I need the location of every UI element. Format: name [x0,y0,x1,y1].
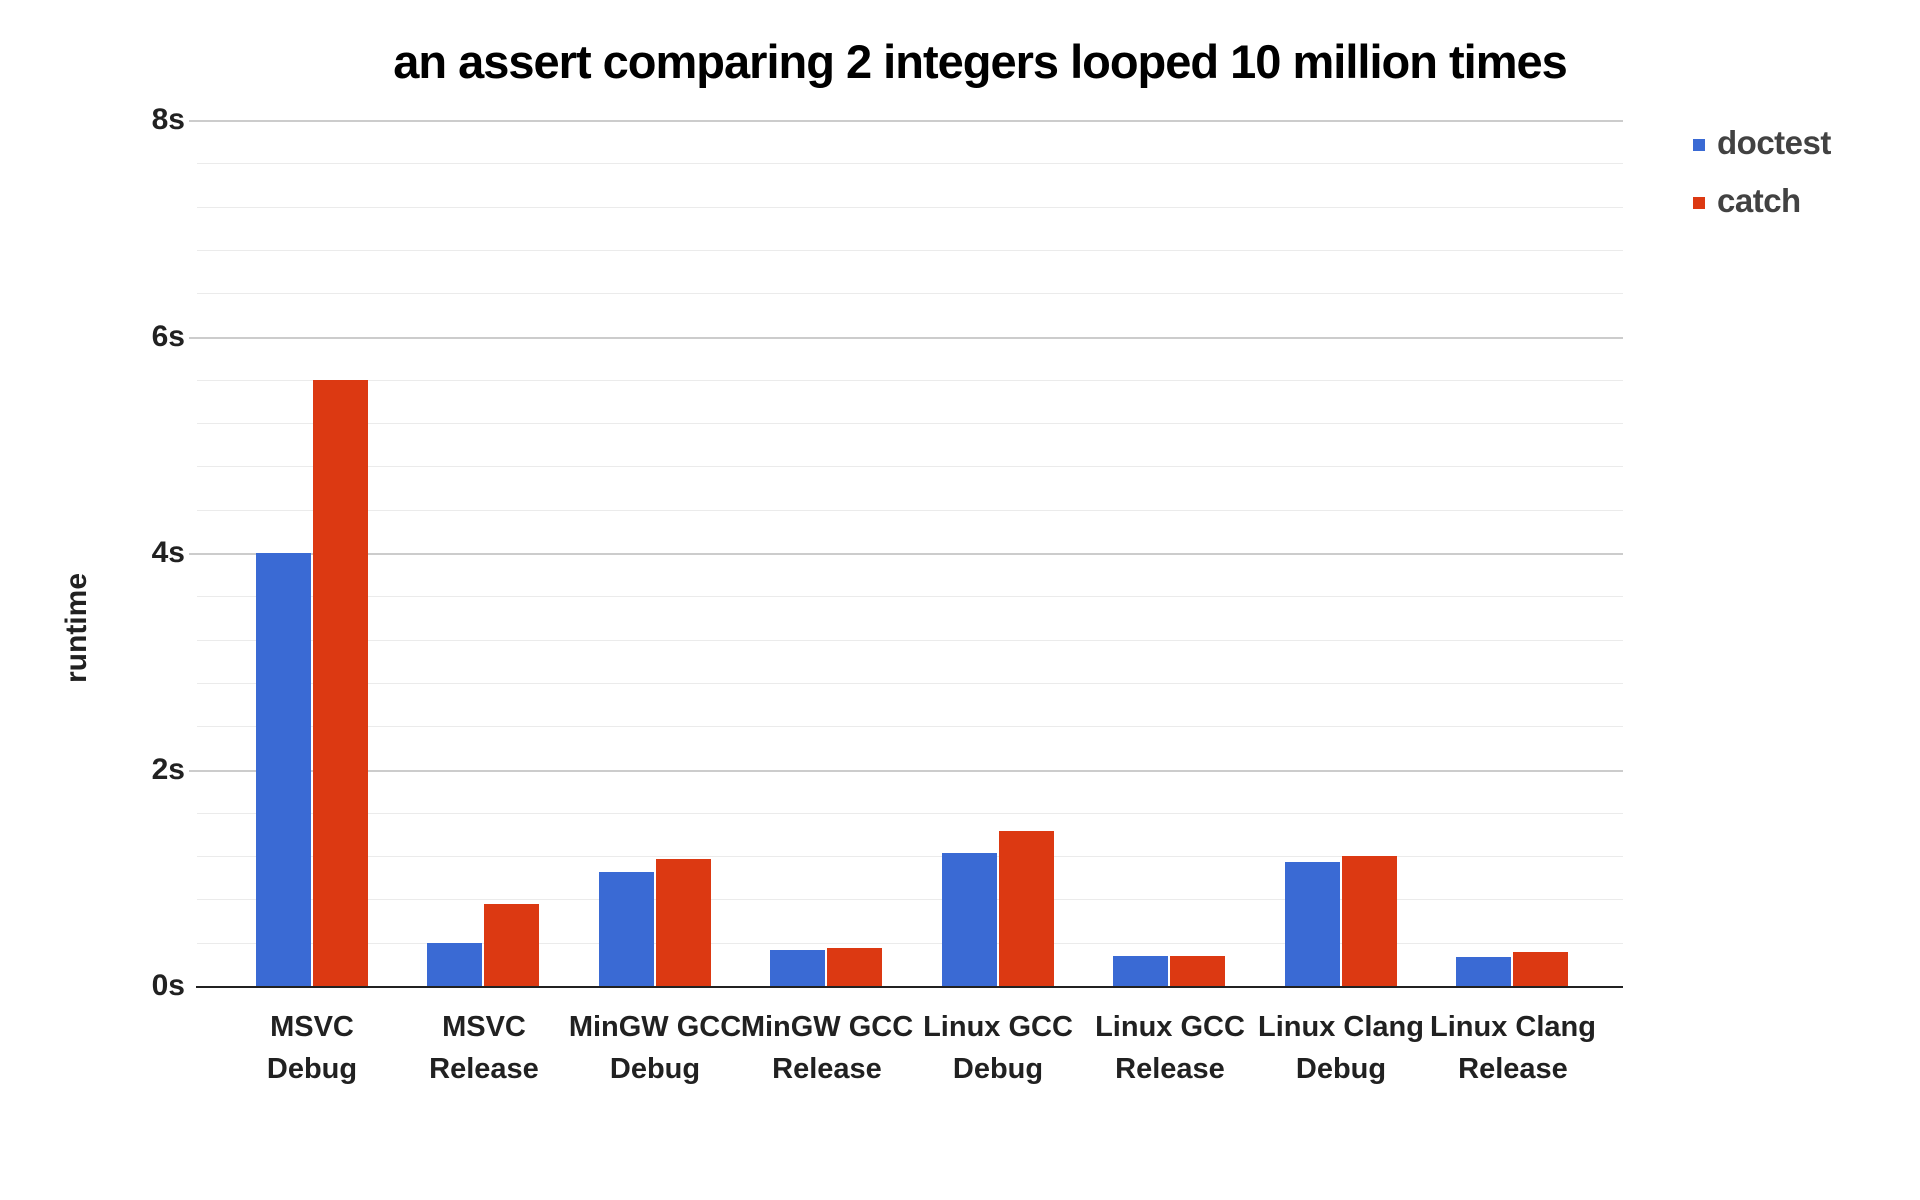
category-label-line: Linux GCC [1095,1011,1245,1043]
bar-doctest [770,950,825,986]
bar-catch [656,859,711,986]
minor-gridline [197,813,1623,814]
category-label-line: MSVC [270,1011,354,1043]
bar-catch [1513,952,1568,986]
category-label-line: Release [429,1053,539,1085]
major-gridline [189,553,1623,555]
y-tick-label: 8s [151,103,185,136]
category-label-line: Debug [609,1053,701,1085]
y-tick-label: 2s [151,753,185,786]
legend-label: catch [1717,182,1801,219]
category-label-line: Linux Clang [1258,1011,1424,1043]
major-gridline [189,337,1623,339]
bar-catch [313,380,368,986]
category-label: Linux Clang Debug [1245,1006,1437,1090]
major-gridline [189,120,1623,122]
category-label-line: Linux GCC [923,1011,1073,1043]
minor-gridline [197,726,1623,727]
category-label-line: Debug [1295,1053,1387,1085]
minor-gridline [197,683,1623,684]
category-label: MSVC Debug [216,1006,408,1090]
x-axis-line [196,986,1623,988]
minor-gridline [197,250,1623,251]
bar-doctest [256,553,311,986]
legend-label: doctest [1717,124,1831,161]
legend-swatch-icon [1693,196,1705,209]
bar-catch [484,904,539,986]
bar-doctest [599,872,654,986]
y-tick-label: 4s [151,536,185,569]
chart-title: an assert comparing 2 integers looped 10… [393,35,1568,88]
category-label: MinGW GCC Release [731,1006,923,1090]
major-gridline [189,770,1623,772]
minor-gridline [197,640,1623,641]
bar-catch [999,831,1054,986]
category-label-line: MinGW GCC [568,1011,742,1043]
category-label: Linux Clang Release [1417,1006,1609,1090]
y-tick-label: 0s [151,969,185,1002]
category-label-line: MinGW GCC [740,1011,914,1043]
minor-gridline [197,163,1623,164]
bar-catch [1170,956,1225,986]
category-label-line: Release [1458,1053,1568,1085]
minor-gridline [197,293,1623,294]
minor-gridline [197,899,1623,900]
category-label-line: MSVC [442,1011,526,1043]
bar-doctest [1456,957,1511,986]
category-label-line: Debug [266,1053,358,1085]
bar-doctest [1113,956,1168,986]
minor-gridline [197,380,1623,381]
category-label: MSVC Release [388,1006,580,1090]
y-axis-title: runtime [60,572,93,684]
category-label-line: Debug [952,1053,1044,1085]
legend-item-catch: catch [1693,180,1831,222]
category-label: Linux GCC Debug [902,1006,1094,1090]
legend-item-doctest: doctest [1693,122,1831,164]
bar-doctest [1285,862,1340,986]
minor-gridline [197,510,1623,511]
bar-doctest [427,943,482,986]
bar-catch [827,948,882,986]
minor-gridline [197,856,1623,857]
bar-doctest [942,853,997,986]
minor-gridline [197,596,1623,597]
y-tick-label: 6s [151,320,185,353]
legend: doctest catch [1693,122,1831,238]
minor-gridline [197,423,1623,424]
category-label-line: Release [772,1053,882,1085]
category-label: MinGW GCC Debug [559,1006,751,1090]
minor-gridline [197,466,1623,467]
minor-gridline [197,207,1623,208]
category-label: Linux GCC Release [1074,1006,1266,1090]
category-label-line: Release [1115,1053,1225,1085]
legend-swatch-icon [1693,138,1705,151]
minor-gridline [197,943,1623,944]
category-label-line: Linux Clang [1430,1011,1596,1043]
bar-catch [1342,856,1397,986]
